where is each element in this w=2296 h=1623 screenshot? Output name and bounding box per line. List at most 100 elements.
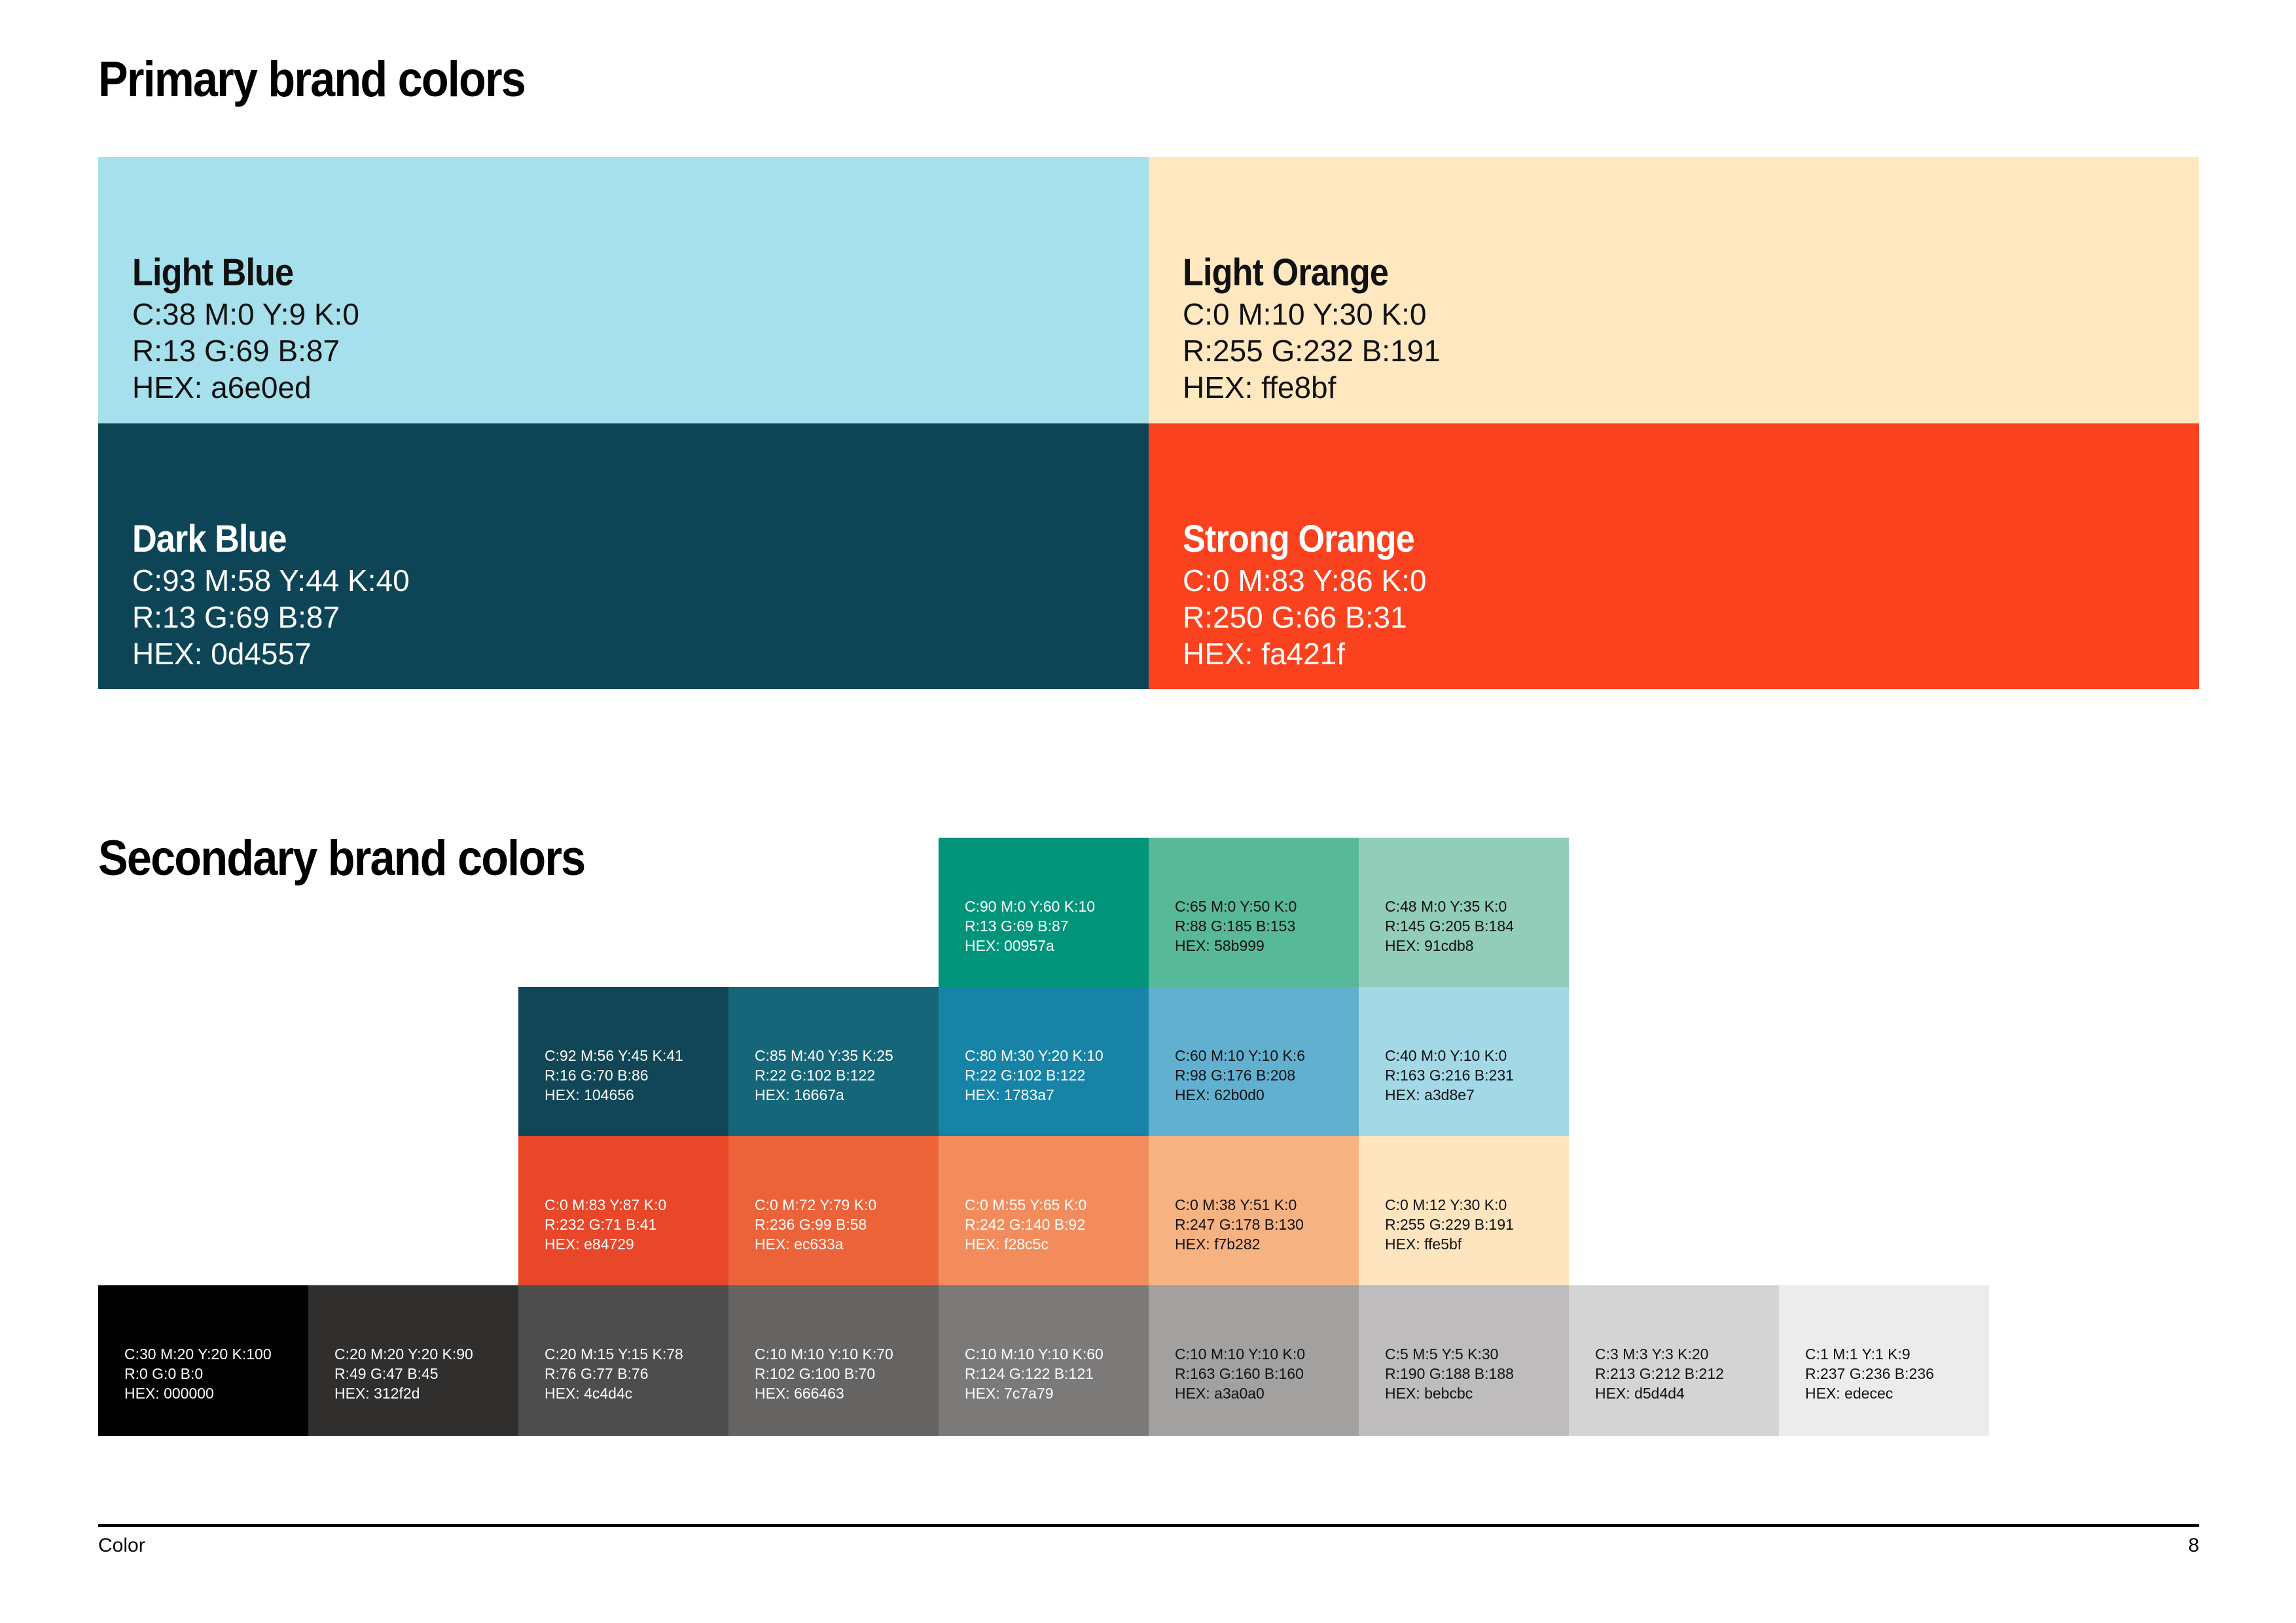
swatch-hex: HEX: f7b282 bbox=[1175, 1236, 1261, 1253]
swatch-hex: HEX: 0d4557 bbox=[132, 637, 312, 671]
secondary-swatch: C:10 M:10 Y:10 K:70 R:102 G:100 B:70 HEX… bbox=[728, 1285, 939, 1436]
swatch-cmyk: C:10 M:10 Y:10 K:0 bbox=[1175, 1346, 1306, 1363]
swatch-rgb: R:13 G:69 B:87 bbox=[132, 334, 340, 368]
swatch-rgb: R:236 G:99 B:58 bbox=[755, 1216, 867, 1233]
swatch-cmyk: C:90 M:0 Y:60 K:10 bbox=[965, 898, 1096, 915]
swatch-name: Light Orange bbox=[1183, 251, 1389, 294]
swatch-cmyk: C:48 M:0 Y:35 K:0 bbox=[1385, 898, 1507, 915]
swatch-rgb: R:22 G:102 B:122 bbox=[755, 1067, 876, 1084]
swatch-rgb: R:213 G:212 B:212 bbox=[1595, 1365, 1724, 1382]
secondary-swatch: C:65 M:0 Y:50 K:0 R:88 G:185 B:153 HEX: … bbox=[1149, 838, 1359, 988]
swatch-hex: HEX: 104656 bbox=[545, 1086, 634, 1103]
swatch-cmyk: C:5 M:5 Y:5 K:30 bbox=[1385, 1346, 1499, 1363]
swatch-cmyk: C:0 M:12 Y:30 K:0 bbox=[1385, 1196, 1507, 1213]
swatch-hex: HEX: 16667a bbox=[755, 1086, 844, 1103]
primary-swatch-light-blue: Light Blue C:38 M:0 Y:9 K:0 R:13 G:69 B:… bbox=[98, 157, 1149, 423]
swatch-cmyk: C:80 M:30 Y:20 K:10 bbox=[965, 1047, 1103, 1064]
swatch-hex: HEX: ffe5bf bbox=[1385, 1236, 1462, 1253]
secondary-swatch: C:85 M:40 Y:35 K:25 R:22 G:102 B:122 HEX… bbox=[728, 987, 939, 1137]
primary-colors-heading: Primary brand colors bbox=[98, 52, 526, 107]
swatch-hex: HEX: 62b0d0 bbox=[1175, 1086, 1265, 1103]
swatch-name: Dark Blue bbox=[132, 518, 287, 560]
swatch-cmyk: C:10 M:10 Y:10 K:70 bbox=[755, 1346, 893, 1363]
swatch-hex: HEX: bebcbc bbox=[1385, 1385, 1473, 1402]
swatch-rgb: R:250 G:66 B:31 bbox=[1183, 600, 1407, 634]
swatch-hex: HEX: 312f2d bbox=[334, 1385, 420, 1402]
swatch-name: Light Blue bbox=[132, 251, 294, 294]
swatch-cmyk: C:0 M:55 Y:65 K:0 bbox=[965, 1196, 1087, 1213]
swatch-cmyk: C:93 M:58 Y:44 K:40 bbox=[132, 563, 410, 597]
footer-divider bbox=[98, 1524, 2199, 1527]
footer-section-label: Color bbox=[98, 1535, 145, 1556]
swatch-rgb: R:49 G:47 B:45 bbox=[334, 1365, 439, 1382]
secondary-swatch: C:0 M:83 Y:87 K:0 R:232 G:71 B:41 HEX: e… bbox=[518, 1136, 728, 1287]
swatch-rgb: R:0 G:0 B:0 bbox=[124, 1365, 204, 1382]
swatch-rgb: R:76 G:77 B:76 bbox=[545, 1365, 649, 1382]
swatch-rgb: R:255 G:232 B:191 bbox=[1183, 334, 1441, 368]
secondary-swatch: C:80 M:30 Y:20 K:10 R:22 G:102 B:122 HEX… bbox=[939, 987, 1149, 1137]
swatch-hex: HEX: a6e0ed bbox=[132, 370, 312, 404]
swatch-rgb: R:255 G:229 B:191 bbox=[1385, 1216, 1514, 1233]
swatch-cmyk: C:65 M:0 Y:50 K:0 bbox=[1175, 898, 1297, 915]
swatch-hex: HEX: ffe8bf bbox=[1183, 370, 1336, 404]
swatch-hex: HEX: f28c5c bbox=[965, 1236, 1049, 1253]
secondary-swatch: C:1 M:1 Y:1 K:9 R:237 G:236 B:236 HEX: e… bbox=[1779, 1285, 1989, 1436]
secondary-swatch: C:60 M:10 Y:10 K:6 R:98 G:176 B:208 HEX:… bbox=[1149, 987, 1359, 1137]
swatch-hex: HEX: a3d8e7 bbox=[1385, 1086, 1475, 1103]
swatch-hex: HEX: 000000 bbox=[124, 1385, 214, 1402]
swatch-hex: HEX: 4c4d4c bbox=[545, 1385, 633, 1402]
primary-swatch-light-orange: Light Orange C:0 M:10 Y:30 K:0 R:255 G:2… bbox=[1149, 157, 2199, 423]
swatch-rgb: R:102 G:100 B:70 bbox=[755, 1365, 876, 1382]
page-number: 8 bbox=[2188, 1535, 2199, 1556]
swatch-rgb: R:247 G:178 B:130 bbox=[1175, 1216, 1304, 1233]
swatch-rgb: R:163 G:216 B:231 bbox=[1385, 1067, 1514, 1084]
swatch-hex: HEX: 00957a bbox=[965, 937, 1054, 954]
swatch-hex: HEX: ec633a bbox=[755, 1236, 844, 1253]
swatch-hex: HEX: d5d4d4 bbox=[1595, 1385, 1685, 1402]
secondary-swatch: C:48 M:0 Y:35 K:0 R:145 G:205 B:184 HEX:… bbox=[1359, 838, 1569, 988]
secondary-swatch: C:0 M:38 Y:51 K:0 R:247 G:178 B:130 HEX:… bbox=[1149, 1136, 1359, 1287]
swatch-hex: HEX: a3a0a0 bbox=[1175, 1385, 1265, 1402]
swatch-cmyk: C:0 M:72 Y:79 K:0 bbox=[755, 1196, 877, 1213]
swatch-rgb: R:98 G:176 B:208 bbox=[1175, 1067, 1296, 1084]
secondary-swatch: C:30 M:20 Y:20 K:100 R:0 G:0 B:0 HEX: 00… bbox=[98, 1285, 308, 1436]
swatch-rgb: R:22 G:102 B:122 bbox=[965, 1067, 1086, 1084]
swatch-cmyk: C:3 M:3 Y:3 K:20 bbox=[1595, 1346, 1709, 1363]
primary-swatch-strong-orange: Strong Orange C:0 M:83 Y:86 K:0 R:250 G:… bbox=[1149, 423, 2199, 689]
swatch-hex: HEX: e84729 bbox=[545, 1236, 634, 1253]
swatch-cmyk: C:20 M:15 Y:15 K:78 bbox=[545, 1346, 683, 1363]
secondary-swatch: C:0 M:72 Y:79 K:0 R:236 G:99 B:58 HEX: e… bbox=[728, 1136, 939, 1287]
swatch-rgb: R:190 G:188 B:188 bbox=[1385, 1365, 1514, 1382]
swatch-cmyk: C:1 M:1 Y:1 K:9 bbox=[1805, 1346, 1910, 1363]
swatch-cmyk: C:30 M:20 Y:20 K:100 bbox=[124, 1346, 272, 1363]
swatch-hex: HEX: 58b999 bbox=[1175, 937, 1265, 954]
swatch-cmyk: C:92 M:56 Y:45 K:41 bbox=[545, 1047, 683, 1064]
swatch-rgb: R:13 G:69 B:87 bbox=[132, 600, 340, 634]
swatch-cmyk: C:10 M:10 Y:10 K:60 bbox=[965, 1346, 1103, 1363]
swatch-rgb: R:163 G:160 B:160 bbox=[1175, 1365, 1304, 1382]
secondary-colors-heading: Secondary brand colors bbox=[98, 830, 586, 886]
swatch-cmyk: C:60 M:10 Y:10 K:6 bbox=[1175, 1047, 1306, 1064]
swatch-rgb: R:13 G:69 B:87 bbox=[965, 918, 1069, 935]
swatch-rgb: R:16 G:70 B:86 bbox=[545, 1067, 649, 1084]
swatch-cmyk: C:85 M:40 Y:35 K:25 bbox=[755, 1047, 893, 1064]
secondary-swatch: C:0 M:55 Y:65 K:0 R:242 G:140 B:92 HEX: … bbox=[939, 1136, 1149, 1287]
secondary-swatch: C:20 M:20 Y:20 K:90 R:49 G:47 B:45 HEX: … bbox=[308, 1285, 518, 1436]
secondary-swatch: C:10 M:10 Y:10 K:60 R:124 G:122 B:121 HE… bbox=[939, 1285, 1149, 1436]
swatch-rgb: R:242 G:140 B:92 bbox=[965, 1216, 1086, 1233]
swatch-hex: HEX: 666463 bbox=[755, 1385, 844, 1402]
swatch-cmyk: C:20 M:20 Y:20 K:90 bbox=[334, 1346, 473, 1363]
secondary-swatch: C:92 M:56 Y:45 K:41 R:16 G:70 B:86 HEX: … bbox=[518, 987, 728, 1137]
swatch-rgb: R:124 G:122 B:121 bbox=[965, 1365, 1094, 1382]
swatch-cmyk: C:0 M:38 Y:51 K:0 bbox=[1175, 1196, 1297, 1213]
swatch-rgb: R:145 G:205 B:184 bbox=[1385, 918, 1514, 935]
secondary-swatch: C:5 M:5 Y:5 K:30 R:190 G:188 B:188 HEX: … bbox=[1359, 1285, 1569, 1436]
swatch-hex: HEX: 7c7a79 bbox=[965, 1385, 1054, 1402]
secondary-swatch: C:40 M:0 Y:10 K:0 R:163 G:216 B:231 HEX:… bbox=[1359, 987, 1569, 1137]
secondary-swatch: C:3 M:3 Y:3 K:20 R:213 G:212 B:212 HEX: … bbox=[1569, 1285, 1779, 1436]
swatch-hex: HEX: 1783a7 bbox=[965, 1086, 1054, 1103]
secondary-swatch: C:20 M:15 Y:15 K:78 R:76 G:77 B:76 HEX: … bbox=[518, 1285, 728, 1436]
swatch-rgb: R:88 G:185 B:153 bbox=[1175, 918, 1296, 935]
swatch-rgb: R:237 G:236 B:236 bbox=[1805, 1365, 1934, 1382]
swatch-hex: HEX: fa421f bbox=[1183, 637, 1346, 671]
